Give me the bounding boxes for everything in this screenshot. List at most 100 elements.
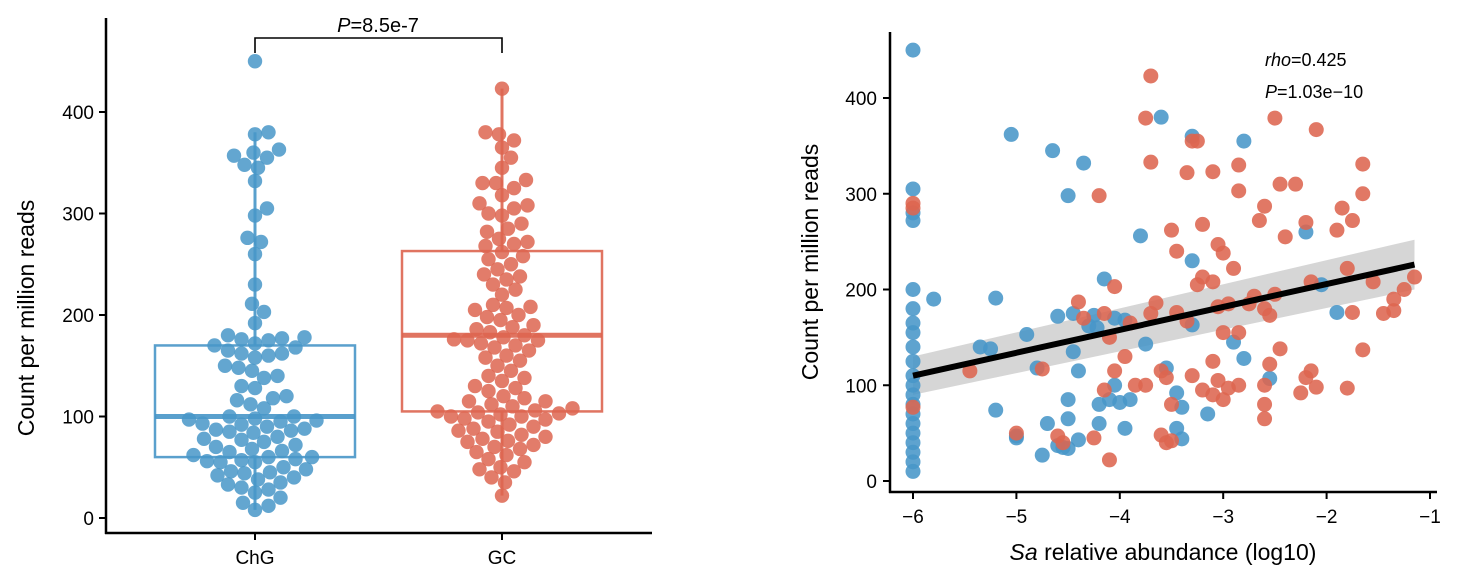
swarm-point-GC — [481, 251, 496, 267]
swarm-point-GC — [482, 325, 498, 340]
swarm-point-ChG — [261, 125, 276, 140]
scatter-point-GC — [1143, 154, 1159, 170]
swarm-point-GC — [505, 399, 520, 414]
swarm-point-GC — [478, 125, 493, 140]
swarm-point-ChG — [273, 414, 288, 429]
swarm-point-GC — [484, 397, 499, 412]
swarm-point-GC — [481, 368, 496, 384]
swarm-points — [181, 54, 580, 518]
swarm-point-GC — [493, 460, 508, 475]
scatter-point-GC — [1257, 396, 1273, 412]
swarm-point-ChG — [199, 453, 215, 469]
scatter-point-GC — [1034, 361, 1050, 377]
swarm-point-GC — [487, 340, 502, 355]
swarm-point-GC — [469, 322, 484, 337]
scatter-point-ChG — [1091, 396, 1107, 412]
swarm-point-GC — [481, 206, 496, 221]
scatter-point-GC — [1205, 353, 1221, 369]
swarm-point-GC — [491, 231, 507, 247]
y-tick-label: 200 — [845, 281, 877, 302]
right-y-ticks: 0 100 200 300 400 — [845, 89, 890, 493]
scatter-point-GC — [1169, 243, 1185, 259]
scatter-point-ChG — [1091, 416, 1107, 432]
rho-label: rho — [1265, 50, 1291, 70]
p-annotation: P=1.03e−10 — [1265, 82, 1363, 102]
swarm-point-ChG — [244, 441, 260, 457]
swarm-point-ChG — [247, 411, 263, 426]
scatter-point-GC — [1138, 110, 1154, 126]
scatter-point-ChG — [905, 282, 921, 297]
scatter-point-GC — [1334, 200, 1350, 216]
scatter-point-GC — [1143, 68, 1159, 84]
swarm-point-ChG — [181, 412, 197, 427]
scatter-point-GC — [1127, 377, 1143, 393]
swarm-point-ChG — [234, 378, 249, 394]
swarm-point-GC — [494, 188, 510, 203]
swarm-point-GC — [466, 421, 481, 436]
scatter-point-GC — [1158, 370, 1174, 386]
swarm-point-ChG — [247, 127, 263, 142]
swarm-point-ChG — [234, 346, 249, 361]
swarm-point-ChG — [250, 472, 266, 487]
swarm-point-ChG — [246, 425, 261, 440]
y-tick-label: 300 — [845, 185, 877, 206]
swarm-point-GC — [526, 437, 541, 453]
swarm-point-ChG — [222, 444, 237, 460]
left-x-ticks: ChG GC — [235, 533, 516, 569]
swarm-point-ChG — [288, 437, 303, 453]
swarm-point-ChG — [270, 429, 285, 444]
scatter-point-GC — [1164, 222, 1179, 238]
swarm-point-ChG — [309, 413, 324, 428]
scatter-point-ChG — [905, 463, 921, 479]
scatter-point-GC — [1107, 279, 1123, 295]
swarm-point-GC — [499, 447, 514, 463]
swarm-point-ChG — [186, 447, 201, 463]
swarm-point-GC — [472, 462, 487, 477]
y-tick-label: 200 — [62, 306, 94, 327]
swarm-point-GC — [500, 221, 516, 236]
y-tick-label: 100 — [62, 408, 94, 429]
swarm-point-ChG — [273, 475, 288, 490]
swarm-point-GC — [494, 81, 510, 96]
regression-line — [912, 261, 1416, 379]
x-tick-label: −6 — [902, 507, 924, 528]
swarm-point-GC — [530, 333, 546, 348]
scatter-point-GC — [1262, 307, 1278, 323]
scatter-point-GC — [1396, 282, 1412, 297]
swarm-point-ChG — [220, 477, 236, 492]
swarm-point-GC — [517, 370, 532, 386]
x-tick-label: −2 — [1316, 507, 1338, 528]
scatter-point-GC — [1308, 379, 1324, 395]
x-tick-label: GC — [488, 548, 517, 569]
swarm-point-ChG — [237, 157, 252, 172]
x-tick-label: −4 — [1109, 507, 1131, 528]
swarm-point-ChG — [286, 409, 302, 424]
swarm-point-ChG — [247, 173, 263, 189]
swarm-point-ChG — [288, 451, 303, 467]
swarm-point-GC — [491, 127, 507, 142]
scatter-point-ChG — [1184, 253, 1200, 269]
swarm-point-ChG — [226, 148, 242, 163]
y-tick-label: 0 — [866, 472, 877, 493]
swarm-point-ChG — [250, 160, 266, 176]
comparison-p-value: P=8.5e-7 — [337, 15, 419, 37]
scatter-point-GC — [1386, 291, 1402, 307]
swarm-point-ChG — [273, 490, 288, 505]
swarm-point-GC — [490, 358, 505, 373]
swarm-point-GC — [506, 464, 522, 479]
swarm-point-GC — [514, 409, 529, 424]
swarm-point-ChG — [297, 421, 312, 436]
scatter-point-GC — [1096, 305, 1112, 321]
swarm-point-ChG — [288, 340, 303, 355]
swarm-point-ChG — [274, 346, 290, 361]
scatter-point-GC — [1339, 380, 1355, 396]
swarm-point-ChG — [222, 409, 237, 424]
scatter-point-GC — [1184, 368, 1200, 384]
swarm-point-GC — [511, 307, 526, 323]
scatter-point-ChG — [1003, 126, 1019, 142]
swarm-point-ChG — [247, 208, 263, 223]
swarm-point-GC — [476, 267, 492, 282]
scatter-point-GC — [1329, 222, 1345, 238]
swarm-point-GC — [494, 373, 510, 389]
swarm-point-GC — [479, 309, 495, 325]
